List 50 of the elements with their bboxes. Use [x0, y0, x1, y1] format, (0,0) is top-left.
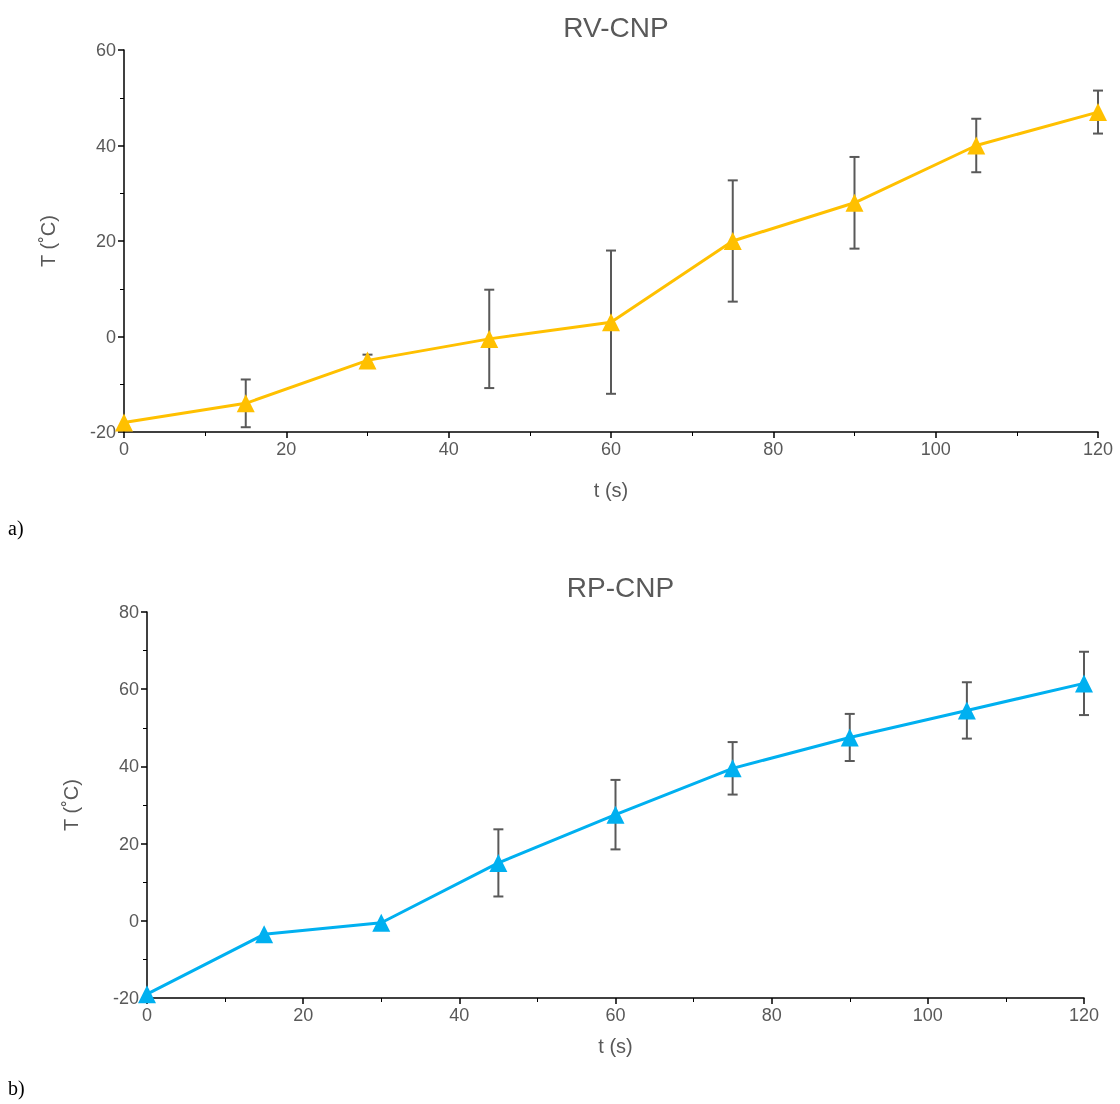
point [957, 701, 976, 720]
y-tick-label: 60 [118, 679, 139, 700]
point [480, 329, 499, 348]
x-tick-label: 20 [276, 439, 297, 459]
point [115, 413, 133, 432]
y-tick-label: -20 [89, 422, 116, 442]
point [1075, 674, 1093, 693]
x-tick-label: 80 [763, 439, 784, 459]
point [1089, 103, 1107, 122]
y-tick-label: 40 [95, 135, 116, 156]
x-tick-label: 60 [605, 1005, 626, 1025]
point [255, 925, 274, 944]
y-tick-label: 40 [118, 756, 139, 777]
y-tick-label: 60 [95, 40, 116, 60]
point [723, 759, 742, 778]
y-axis-title: T (˚C) [37, 215, 59, 267]
x-tick-label: 0 [141, 1005, 153, 1025]
point [723, 232, 742, 250]
x-tick-label: 60 [600, 439, 622, 459]
point [967, 136, 986, 155]
x-tick-label: 120 [1068, 1005, 1100, 1025]
y-tick-label: 20 [95, 231, 116, 251]
point [602, 313, 620, 332]
y-tick-label: 80 [118, 602, 139, 622]
x-axis-title: t (s) [593, 479, 629, 501]
y-tick-label: 0 [128, 910, 139, 931]
point [845, 193, 864, 212]
point [236, 394, 255, 413]
chart-title: RP-CNP [566, 571, 675, 603]
y-tick-label: -20 [112, 988, 139, 1008]
point [358, 351, 377, 370]
y-tick-label: 20 [118, 833, 139, 854]
text: b) [8, 1077, 25, 1100]
x-tick-label: 20 [293, 1005, 314, 1025]
x-tick-label: 40 [449, 1005, 470, 1025]
point [489, 853, 508, 872]
point [138, 985, 156, 1004]
x-tick-label: 80 [761, 1005, 782, 1025]
x-tick-label: 120 [1082, 439, 1114, 459]
point [840, 728, 859, 747]
y-axis-title: T (˚C) [60, 779, 82, 831]
x-tick-label: 40 [438, 439, 459, 459]
x-tick-label: 100 [920, 439, 951, 459]
chart-title: RV-CNP [563, 11, 669, 43]
x-axis-title: t (s) [598, 1035, 633, 1057]
x-tick-label: 100 [912, 1005, 943, 1025]
point [372, 913, 391, 932]
text: a) [8, 517, 24, 540]
y-tick-label: 0 [105, 326, 116, 347]
point [606, 805, 625, 824]
